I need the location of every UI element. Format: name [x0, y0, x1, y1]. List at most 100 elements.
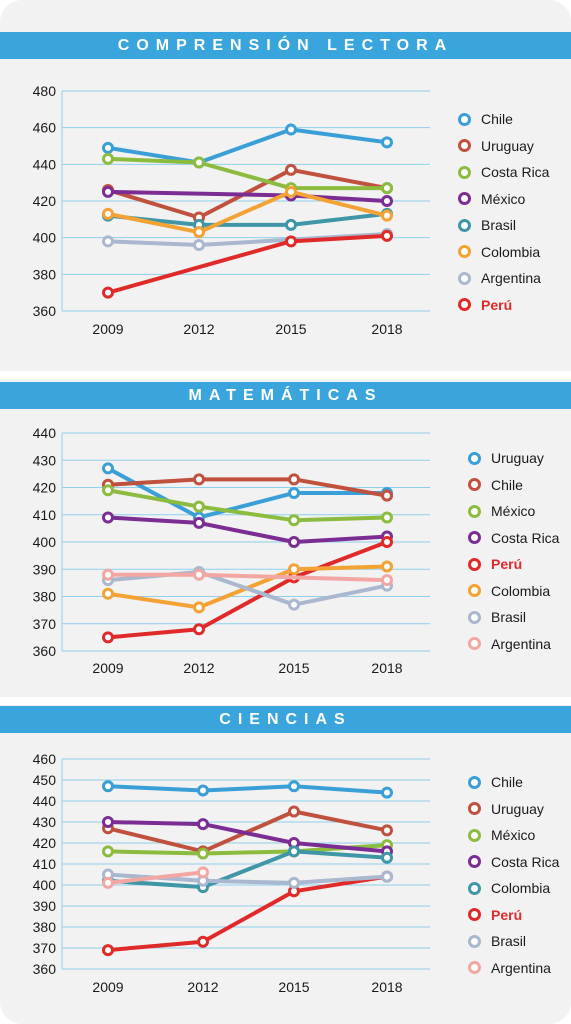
data-point [102, 511, 114, 524]
legend-label: México [491, 827, 536, 843]
panel-divider [0, 697, 571, 705]
data-point [102, 568, 114, 581]
x-tick-label: 2015 [275, 321, 306, 337]
legend-label: Perú [491, 556, 523, 572]
data-point [381, 209, 393, 222]
series-line [106, 849, 389, 890]
x-tick-label: 2012 [183, 321, 214, 337]
legend-label: Argentina [491, 959, 551, 976]
data-point [197, 847, 209, 860]
legend-item: Argentina [468, 960, 551, 976]
legend-marker [468, 934, 481, 948]
legend-label: Argentina [491, 635, 551, 652]
data-point [193, 500, 205, 513]
data-point [381, 824, 393, 837]
legend-marker [458, 112, 471, 126]
legend-item: Chile [468, 477, 523, 493]
y-tick-label: 460 [33, 751, 57, 767]
x-tick-label: 2012 [187, 979, 218, 995]
legend-item: Costa Rica [458, 164, 549, 180]
legend-marker [468, 855, 481, 868]
data-point [288, 473, 300, 486]
legend-label: Chile [481, 111, 513, 127]
data-point [102, 780, 114, 793]
legend-marker [458, 139, 471, 152]
data-point [193, 568, 205, 581]
data-point [102, 141, 114, 154]
legend-label: México [481, 190, 526, 207]
series-line [106, 211, 389, 227]
chart-title: COMPRENSIÓN LECTORA [117, 36, 454, 54]
legend-item: Colombia [468, 583, 550, 599]
y-tick-label: 420 [33, 193, 57, 209]
x-tick-label: 2018 [371, 979, 402, 995]
data-point [193, 473, 205, 486]
legend-item: Chile [458, 111, 513, 127]
data-point [381, 195, 393, 207]
x-tick-label: 2015 [278, 660, 309, 676]
data-point [381, 229, 393, 242]
legend-label: México [491, 503, 536, 519]
legend-item: Uruguay [468, 801, 544, 817]
legend-marker [468, 881, 481, 895]
data-point [285, 185, 297, 198]
y-tick-label: 380 [33, 266, 57, 282]
series-line [106, 156, 389, 191]
legend-item: Colombia [458, 244, 540, 260]
legend-marker [468, 637, 481, 650]
legend-marker [458, 245, 471, 258]
legend-item: Costa Rica [468, 530, 559, 546]
data-point [102, 185, 114, 198]
data-point [288, 780, 300, 793]
legend-item: Perú [468, 556, 522, 572]
data-point [381, 574, 393, 587]
legend-label: Perú [491, 906, 523, 923]
legend-item: Brasil [458, 217, 516, 233]
legend-item: Chile [468, 774, 523, 790]
legend-label: Chile [491, 476, 523, 493]
data-point [102, 816, 114, 828]
data-point [381, 489, 393, 502]
data-point [381, 851, 393, 864]
legend-label: Costa Rica [481, 164, 550, 180]
data-point [193, 239, 205, 251]
y-tick-label: 480 [33, 83, 57, 99]
legend-marker [468, 961, 481, 974]
data-point [197, 784, 209, 797]
series-line [106, 809, 389, 854]
data-point [197, 935, 209, 948]
x-tick-label: 2018 [371, 321, 402, 337]
x-tick-label: 2012 [183, 660, 214, 676]
data-point [381, 870, 393, 883]
legend-label: Uruguay [491, 450, 544, 466]
legend-marker [458, 271, 471, 285]
legend-item: Argentina [458, 270, 541, 286]
legend-label: Colombia [481, 243, 541, 260]
legend-marker [468, 504, 481, 518]
y-tick-label: 430 [33, 814, 57, 830]
legend-marker [468, 802, 481, 815]
data-point [288, 536, 300, 548]
y-tick-label: 380 [33, 589, 57, 605]
series-line [106, 784, 389, 795]
y-tick-label: 430 [33, 452, 57, 468]
y-tick-label: 440 [33, 156, 57, 172]
x-tick-label: 2018 [371, 660, 402, 676]
legend-marker [468, 584, 481, 597]
legend-marker [458, 192, 471, 205]
y-tick-label: 440 [33, 793, 57, 809]
y-tick-label: 400 [33, 877, 57, 893]
chart-title-banner: CIENCIAS [0, 706, 571, 733]
data-point [381, 136, 393, 149]
data-point [102, 876, 114, 889]
series-line [106, 127, 389, 165]
panel-divider [0, 371, 571, 379]
legend-item: Brasil [468, 933, 526, 949]
y-tick-label: 420 [33, 480, 57, 496]
data-point [193, 601, 205, 614]
y-tick-label: 460 [33, 120, 57, 136]
legend-item: Costa Rica [468, 854, 559, 870]
data-point [197, 866, 209, 879]
